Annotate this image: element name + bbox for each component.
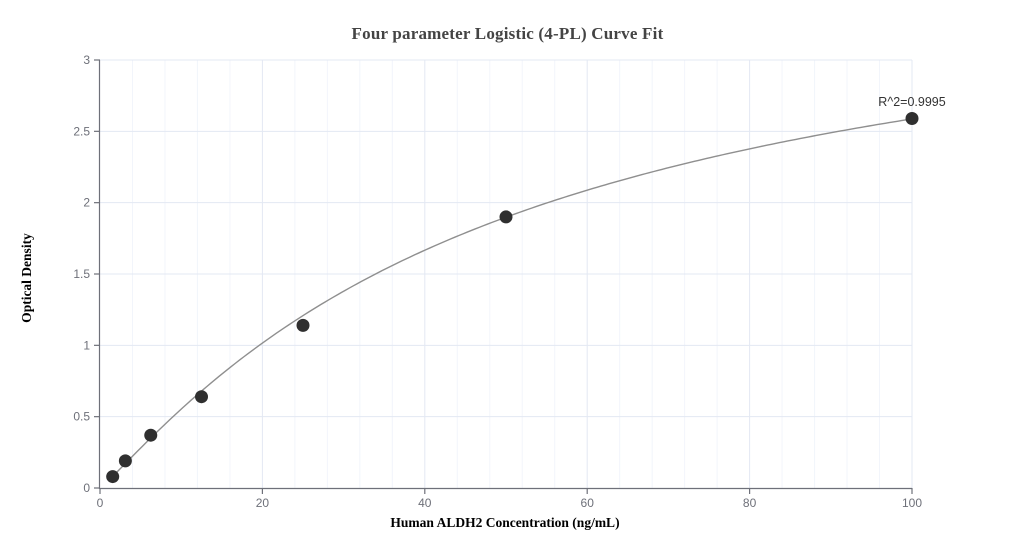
x-tick-label: 80 — [743, 496, 757, 510]
data-point — [905, 111, 919, 125]
y-tick-label: 1.5 — [73, 267, 90, 281]
x-tick-label: 100 — [902, 496, 922, 510]
data-point — [106, 470, 120, 484]
data-point — [144, 428, 158, 442]
y-tick-label: 2.5 — [73, 124, 90, 138]
y-tick-label: 2 — [83, 196, 90, 210]
y-tick-label: 3 — [83, 53, 90, 67]
chart-title: Four parameter Logistic (4-PL) Curve Fit — [351, 24, 664, 43]
y-axis-label: Optical Density — [19, 233, 34, 323]
y-tick-label: 0 — [83, 481, 90, 495]
data-point — [499, 210, 513, 224]
data-point — [195, 390, 208, 404]
data-point — [118, 454, 132, 468]
x-tick-label: 20 — [256, 496, 270, 510]
x-tick-label: 0 — [97, 496, 104, 510]
x-axis-label: Human ALDH2 Concentration (ng/mL) — [390, 515, 620, 530]
x-tick-label: 60 — [581, 496, 595, 510]
y-tick-label: 1 — [83, 338, 90, 352]
x-tick-label: 40 — [418, 496, 432, 510]
data-point — [296, 318, 310, 332]
y-tick-label: 0.5 — [73, 410, 90, 424]
r-squared-annotation: R^2=0.9995 — [878, 95, 946, 109]
